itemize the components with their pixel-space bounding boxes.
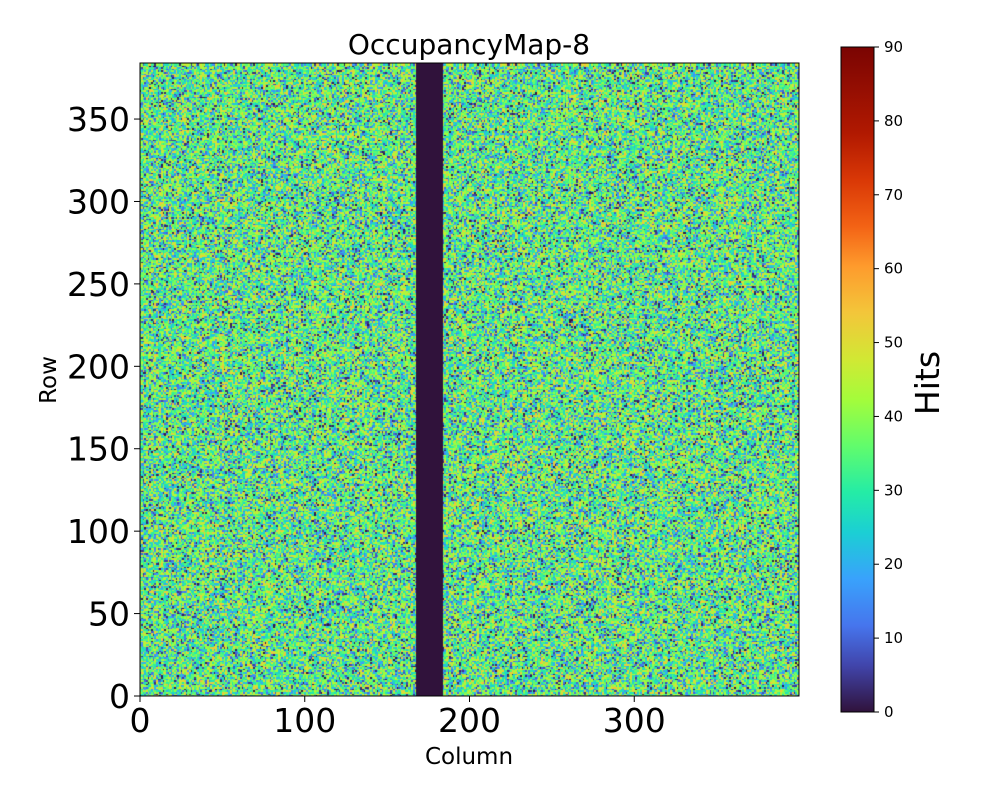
x-tick-label: 300 <box>603 701 666 740</box>
y-tick-label: 150 <box>67 430 130 469</box>
y-axis-label: Row <box>36 356 62 404</box>
y-tick-label: 0 <box>109 677 130 716</box>
colorbar <box>840 46 875 713</box>
y-tick-label: 300 <box>67 182 130 221</box>
colorbar-tick-label: 60 <box>884 260 903 278</box>
x-tick-label: 0 <box>130 701 151 740</box>
colorbar-tick-label: 50 <box>884 334 903 352</box>
x-axis-ticks: 0 100 200 300 <box>130 696 666 740</box>
y-tick-label: 200 <box>67 347 130 386</box>
colorbar-tick-label: 70 <box>884 186 903 204</box>
colorbar-tick-label: 80 <box>884 112 903 130</box>
colorbar-tick-label: 0 <box>884 703 894 721</box>
heatmap-image-container <box>140 63 799 696</box>
colorbar-tick-label: 30 <box>884 481 903 499</box>
colorbar-tick-label: 40 <box>884 407 903 425</box>
y-tick-label: 100 <box>67 512 130 551</box>
x-tick-label: 100 <box>273 701 336 740</box>
x-tick-label: 200 <box>438 701 501 740</box>
y-tick-label: 250 <box>67 265 130 304</box>
y-tick-label: 50 <box>88 595 130 634</box>
y-tick-label: 350 <box>67 100 130 139</box>
y-axis-ticks: 0 50 100 150 200 250 300 350 <box>67 100 140 716</box>
colorbar-tick-label: 20 <box>884 555 903 573</box>
colorbar-tick-label: 90 <box>884 38 903 56</box>
chart-title: OccupancyMap-8 <box>348 28 590 61</box>
colorbar-tick-label: 10 <box>884 629 903 647</box>
colorbar-label: Hits <box>908 351 947 415</box>
colorbar-ticks: 0 10 20 30 40 50 60 70 80 90 <box>874 38 903 721</box>
heatmap-image <box>140 63 799 696</box>
x-axis-label: Column <box>425 744 513 770</box>
